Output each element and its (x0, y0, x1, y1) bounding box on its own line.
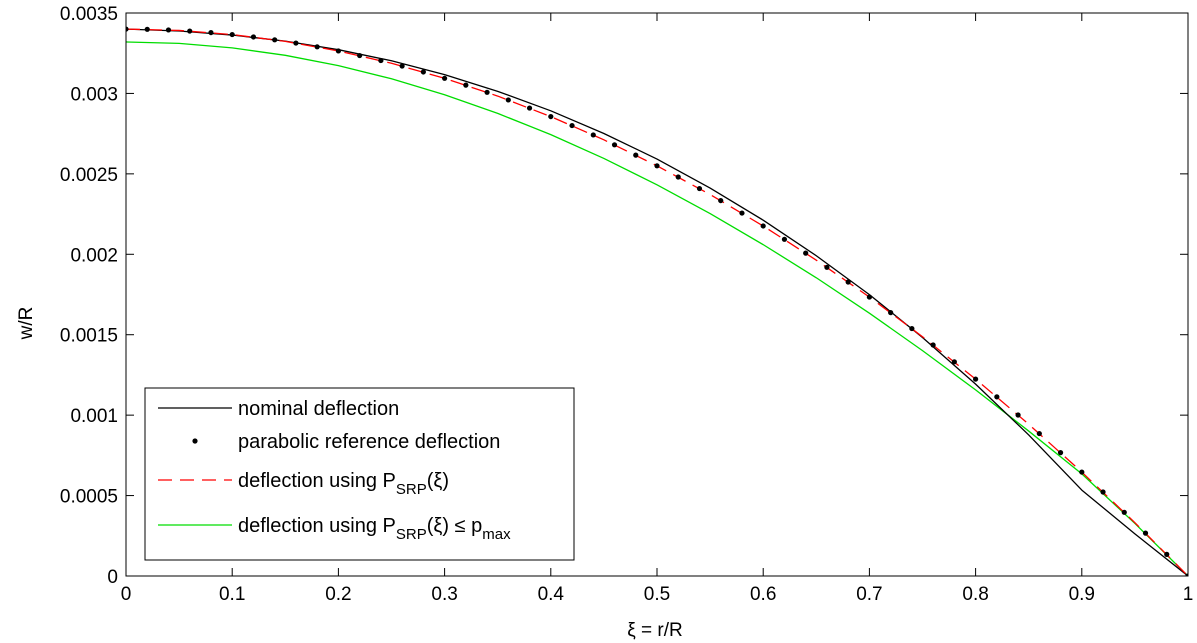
point-parabolic (250, 34, 257, 40)
point-parabolic (229, 31, 235, 38)
axes-layer: 0 0.1 0.2 0.3 0.4 0.5 0.6 0.7 0.8 0.9 1 0 0.0005 0.00… (60, 4, 1193, 605)
point-parabolic (654, 163, 660, 169)
point-parabolic (1121, 509, 1127, 515)
point-parabolic (1142, 530, 1149, 536)
point-parabolic (1185, 573, 1188, 576)
point-parabolic (463, 82, 469, 88)
x-tick-label: 0.9 (1069, 584, 1095, 605)
point-parabolic (930, 342, 936, 348)
point-parabolic (760, 223, 766, 229)
point-parabolic (590, 132, 596, 138)
point-parabolic (803, 250, 809, 256)
point-parabolic (973, 376, 979, 382)
point-parabolic (888, 310, 894, 316)
point-parabolic (420, 69, 426, 75)
point-parabolic (866, 294, 873, 300)
point-parabolic (442, 75, 448, 81)
x-tick-label: 1 (1183, 584, 1194, 605)
point-parabolic (1164, 551, 1170, 557)
point-parabolic (781, 236, 788, 242)
point-parabolic (526, 105, 533, 111)
y-tick-label: 0.0035 (60, 4, 118, 25)
point-parabolic (335, 48, 341, 54)
point-parabolic (272, 37, 278, 43)
x-tick-label: 0.5 (644, 584, 670, 605)
legend-label-srp: deflection using PSRP(ξ) (238, 470, 449, 498)
point-parabolic (126, 26, 129, 32)
point-parabolic (399, 63, 405, 69)
point-parabolic (696, 185, 703, 192)
point-parabolic (484, 89, 490, 95)
legend-label-nominal: nominal deflection (238, 398, 399, 420)
y-tick-label: 0.0015 (60, 326, 118, 347)
legend-label-parabolic: parabolic reference deflection (238, 431, 500, 453)
point-parabolic (1015, 412, 1021, 418)
y-tick-label: 0.0025 (60, 165, 118, 186)
point-parabolic (611, 142, 618, 148)
point-parabolic (739, 210, 745, 216)
point-parabolic (1079, 469, 1085, 475)
legend-swatch-parabolic (192, 438, 198, 444)
point-parabolic (994, 394, 1000, 400)
point-parabolic (208, 29, 214, 36)
x-tick-label: 0.4 (538, 584, 565, 605)
y-tick-label: 0.001 (70, 406, 118, 427)
x-tick-label: 0.1 (219, 584, 245, 605)
point-parabolic (505, 97, 511, 103)
x-axis-label: ξ = r/R (627, 620, 683, 641)
legend-box (144, 387, 575, 561)
point-parabolic (569, 122, 575, 129)
point-parabolic (1057, 450, 1064, 456)
point-parabolic (909, 325, 915, 332)
point-parabolic (548, 113, 554, 120)
point-parabolic (378, 57, 384, 64)
point-parabolic (824, 264, 830, 270)
point-parabolic (675, 174, 681, 180)
y-tick-label: 0.0005 (60, 487, 118, 508)
point-parabolic (951, 359, 957, 365)
legend-label-srp-pmax: deflection using PSRP(ξ) ≤ pmax (238, 515, 511, 543)
point-parabolic (165, 27, 172, 33)
y-axis-label: w/R (16, 307, 37, 341)
point-parabolic (357, 52, 363, 59)
x-tick-label: 0.2 (325, 584, 351, 605)
point-parabolic (633, 152, 639, 158)
y-tick-label: 0.002 (70, 245, 118, 266)
plot-layer (126, 26, 1188, 576)
x-tick-label: 0.7 (856, 584, 882, 605)
point-parabolic (187, 28, 193, 34)
x-tick-label: 0.6 (750, 584, 776, 605)
point-parabolic (845, 279, 851, 285)
point-parabolic (718, 197, 724, 204)
y-tick-label: 0.003 (70, 84, 118, 105)
point-parabolic (144, 26, 150, 32)
point-parabolic (1036, 430, 1042, 437)
x-tick-label: 0.3 (431, 584, 457, 605)
x-tick-label: 0.8 (962, 584, 988, 605)
point-parabolic (1100, 489, 1106, 495)
point-parabolic (293, 40, 299, 46)
y-tick-label: 0 (107, 567, 118, 588)
x-tick-label: 0 (121, 584, 132, 605)
legend: nominal deflection parabolic reference d… (144, 387, 575, 561)
point-parabolic (314, 44, 320, 50)
